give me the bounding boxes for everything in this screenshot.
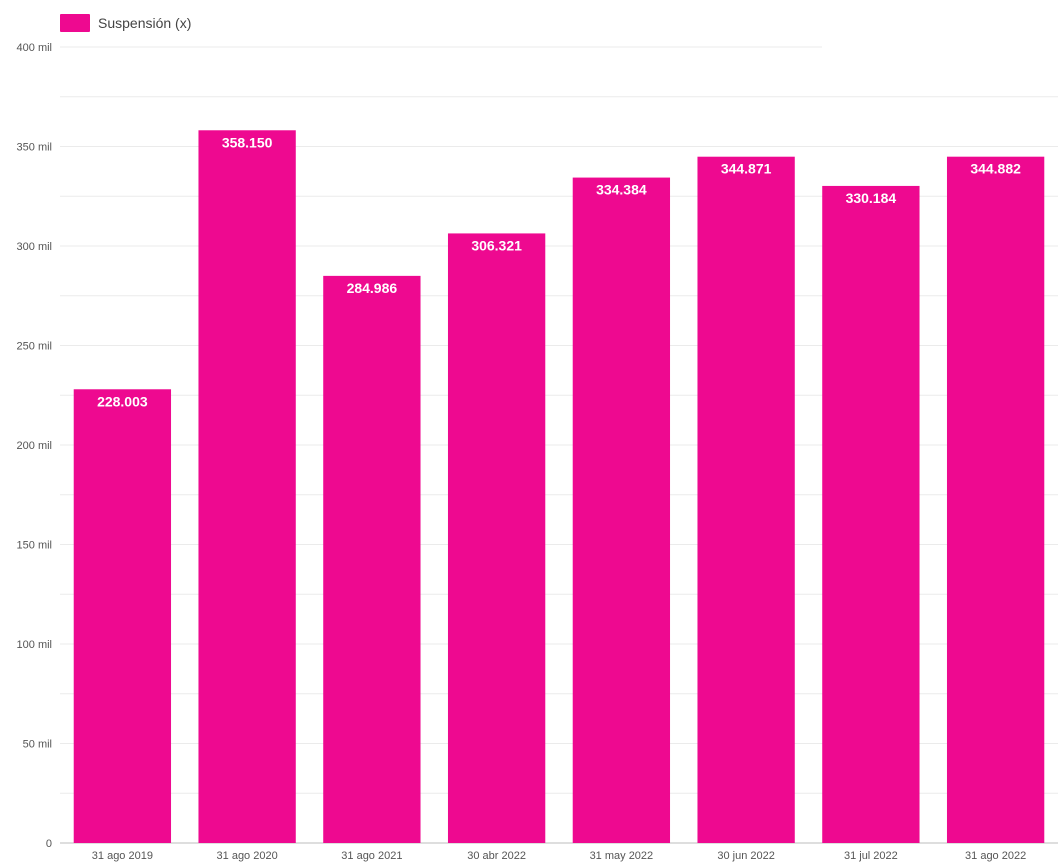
y-axis-ticks: 0 50 mil 100 mil 150 mil 200 mil 250 mil 300 m… (17, 42, 52, 850)
data-label: 228.003 (97, 393, 148, 409)
y-tick-label: 50 mil (23, 739, 52, 751)
y-tick-label: 250 mil (17, 341, 52, 353)
bar[interactable] (697, 156, 795, 843)
data-label: 344.871 (721, 161, 772, 177)
x-tick-label: 30 jun 2022 (717, 850, 775, 862)
bar[interactable] (572, 177, 671, 844)
bar[interactable] (822, 185, 920, 843)
data-label: 330.184 (846, 190, 897, 206)
x-tick-label: 31 ago 2022 (965, 850, 1026, 862)
legend[interactable]: Suspensión (x) (60, 14, 191, 32)
y-tick-label: 100 mil (17, 639, 52, 651)
bar[interactable] (198, 130, 296, 843)
x-tick-label: 31 ago 2020 (217, 850, 278, 862)
legend-label: Suspensión (x) (98, 15, 191, 31)
y-tick-label: 0 (46, 838, 52, 850)
x-tick-label: 31 jul 2022 (844, 850, 898, 862)
bar[interactable] (946, 156, 1045, 843)
y-tick-label: 200 mil (17, 440, 52, 452)
data-label: 306.321 (471, 237, 522, 253)
bar[interactable] (73, 389, 172, 843)
y-tick-label: 300 mil (17, 241, 52, 253)
y-tick-label: 350 mil (17, 142, 52, 154)
data-label: 334.384 (596, 182, 647, 198)
x-axis-ticks: 31 ago 2019 31 ago 2020 31 ago 2021 30 abr … (92, 850, 1026, 862)
data-label: 344.882 (970, 161, 1021, 177)
y-tick-label: 150 mil (17, 540, 52, 552)
bar[interactable] (447, 233, 546, 843)
y-tick-label: 400 mil (17, 42, 52, 54)
data-label: 284.986 (347, 280, 398, 296)
data-label: 358.150 (222, 134, 273, 150)
bar[interactable] (323, 275, 421, 843)
x-tick-label: 30 abr 2022 (467, 850, 526, 862)
bars: 228.003 358.150 284.986 306.321 334.384 344.8… (73, 130, 1045, 844)
legend-swatch (60, 14, 90, 32)
x-tick-label: 31 ago 2019 (92, 850, 153, 862)
x-tick-label: 31 may 2022 (590, 850, 654, 862)
x-tick-label: 31 ago 2021 (341, 850, 402, 862)
